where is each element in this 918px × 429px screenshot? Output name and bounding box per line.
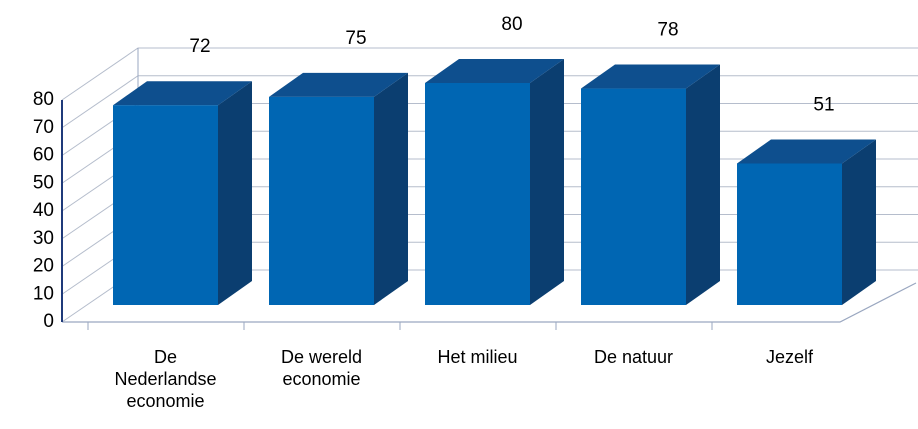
x-tick-label: Het milieu xyxy=(437,347,518,367)
y-tick-label: 0 xyxy=(43,311,54,332)
x-tick-label: Jezelf xyxy=(765,347,814,367)
value-label: 78 xyxy=(657,20,678,41)
y-tick-label: 60 xyxy=(33,145,54,166)
bar-top xyxy=(425,59,564,83)
y-tick-label: 50 xyxy=(33,172,54,193)
bar-side xyxy=(686,64,720,305)
x-tick-label: De Nederlandse economie xyxy=(114,347,217,411)
bar xyxy=(269,96,374,305)
x-tick-label: De natuur xyxy=(593,347,674,367)
y-tick-label: 70 xyxy=(33,117,54,138)
bar xyxy=(581,88,686,305)
bar-side xyxy=(530,59,564,305)
value-label: 80 xyxy=(501,14,522,35)
y-tick-label: 20 xyxy=(33,256,54,277)
bar-side xyxy=(218,81,252,305)
bar xyxy=(737,163,842,305)
x-tick-label: De wereld economie xyxy=(280,347,363,389)
bar xyxy=(113,105,218,305)
bar-top xyxy=(581,64,720,89)
bar-top xyxy=(737,139,876,164)
y-tick-label: 10 xyxy=(33,283,54,304)
y-tick-label: 80 xyxy=(33,89,54,110)
bar-side xyxy=(374,72,408,305)
bar xyxy=(425,83,530,305)
value-label: 51 xyxy=(813,94,834,115)
y-tick-label: 30 xyxy=(33,228,54,249)
value-label: 72 xyxy=(189,36,210,57)
floor xyxy=(62,282,917,323)
bar-side xyxy=(842,139,876,305)
bar-top xyxy=(113,81,252,106)
bar-top xyxy=(269,72,408,97)
value-label: 75 xyxy=(345,28,366,49)
y-tick-label: 40 xyxy=(33,200,54,221)
